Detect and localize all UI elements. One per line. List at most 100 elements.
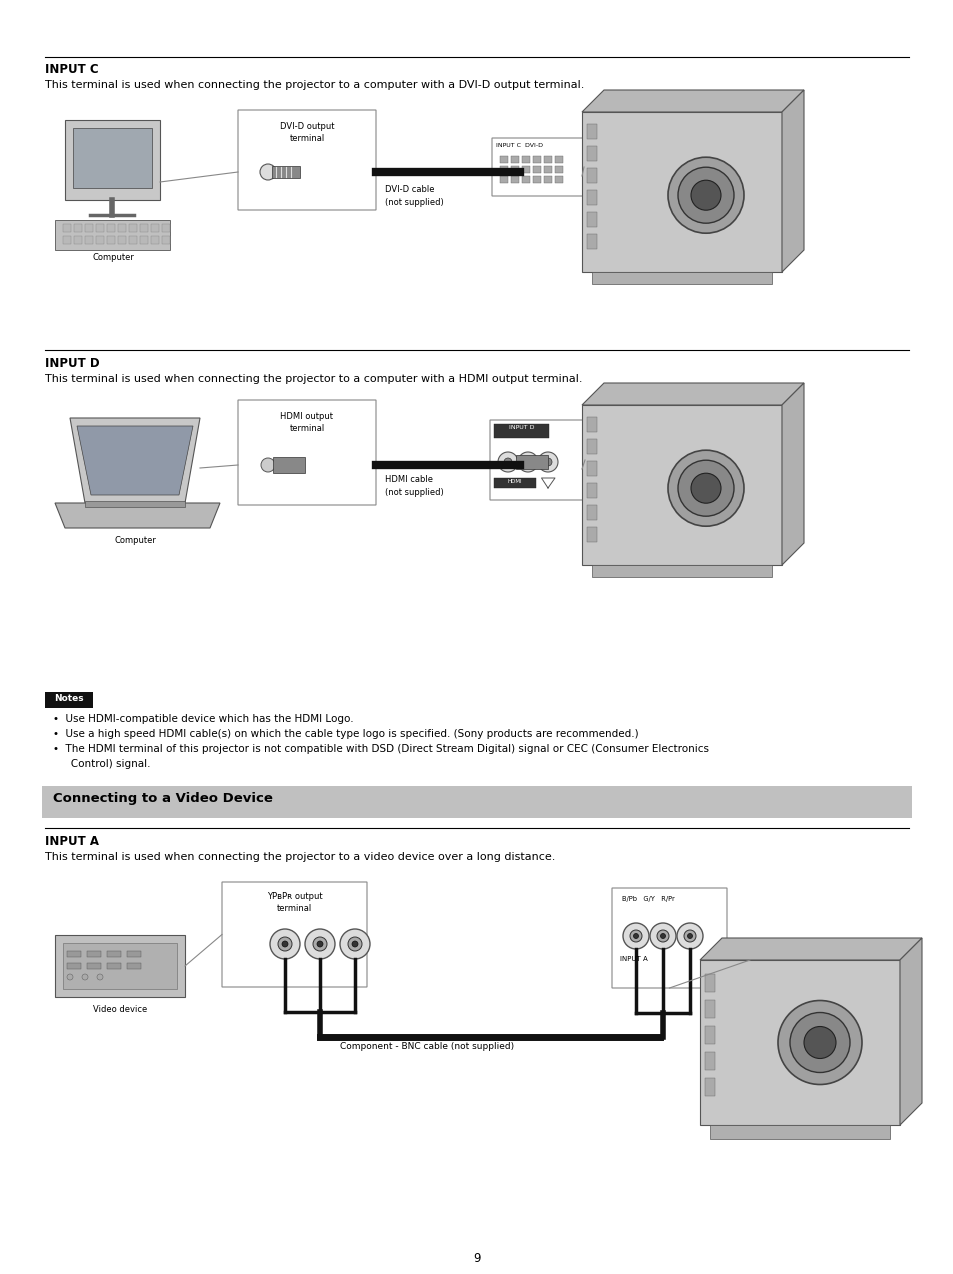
Bar bbox=[586, 124, 597, 139]
Bar bbox=[511, 166, 518, 173]
Text: (not supplied): (not supplied) bbox=[385, 488, 443, 497]
Circle shape bbox=[497, 452, 517, 471]
Bar bbox=[55, 220, 170, 250]
Circle shape bbox=[622, 922, 648, 949]
Bar bbox=[586, 440, 597, 454]
Bar bbox=[67, 963, 81, 970]
Bar bbox=[704, 975, 714, 992]
Bar bbox=[555, 176, 562, 183]
Text: HDMI: HDMI bbox=[507, 479, 521, 484]
Bar bbox=[151, 224, 159, 232]
Bar bbox=[162, 224, 170, 232]
Circle shape bbox=[316, 941, 323, 947]
Circle shape bbox=[543, 457, 552, 466]
FancyBboxPatch shape bbox=[612, 888, 726, 989]
Bar bbox=[67, 950, 81, 957]
Bar bbox=[129, 236, 137, 245]
Polygon shape bbox=[781, 383, 803, 564]
Polygon shape bbox=[581, 383, 803, 405]
Text: DVI-D cable: DVI-D cable bbox=[385, 185, 434, 194]
FancyBboxPatch shape bbox=[222, 882, 367, 987]
Bar bbox=[73, 127, 152, 189]
Text: HDMI output: HDMI output bbox=[280, 412, 334, 420]
Circle shape bbox=[683, 930, 696, 941]
Text: INPUT A: INPUT A bbox=[45, 834, 99, 848]
Bar bbox=[704, 1026, 714, 1043]
Polygon shape bbox=[700, 938, 921, 961]
Bar bbox=[586, 417, 597, 432]
Circle shape bbox=[282, 941, 288, 947]
Bar bbox=[494, 478, 536, 488]
Bar bbox=[96, 224, 104, 232]
Circle shape bbox=[517, 452, 537, 471]
Bar bbox=[85, 501, 185, 507]
Bar bbox=[55, 935, 185, 998]
Bar bbox=[127, 963, 141, 970]
Bar bbox=[521, 166, 530, 173]
Bar bbox=[127, 950, 141, 957]
Bar bbox=[499, 166, 507, 173]
Bar bbox=[499, 176, 507, 183]
Bar bbox=[543, 176, 552, 183]
Bar bbox=[273, 457, 305, 473]
Bar bbox=[499, 155, 507, 163]
Circle shape bbox=[687, 934, 692, 939]
Text: This terminal is used when connecting the projector to a video device over a lon: This terminal is used when connecting th… bbox=[45, 852, 555, 862]
Bar bbox=[586, 168, 597, 183]
Bar bbox=[586, 190, 597, 205]
Text: HDMI cable: HDMI cable bbox=[385, 475, 433, 484]
Bar bbox=[87, 950, 101, 957]
Bar bbox=[494, 424, 548, 438]
Bar bbox=[74, 236, 82, 245]
Bar bbox=[586, 147, 597, 161]
Bar bbox=[140, 224, 148, 232]
Bar bbox=[45, 692, 92, 708]
Circle shape bbox=[352, 941, 357, 947]
FancyBboxPatch shape bbox=[492, 138, 583, 196]
Bar bbox=[162, 236, 170, 245]
Bar bbox=[521, 155, 530, 163]
Circle shape bbox=[261, 457, 274, 471]
Bar bbox=[533, 166, 540, 173]
Text: 9: 9 bbox=[473, 1252, 480, 1265]
Text: INPUT D: INPUT D bbox=[509, 426, 535, 431]
Bar bbox=[511, 155, 518, 163]
Text: INPUT A: INPUT A bbox=[619, 956, 647, 962]
Bar bbox=[581, 405, 781, 564]
Text: Control) signal.: Control) signal. bbox=[61, 759, 151, 769]
Bar bbox=[151, 236, 159, 245]
Bar bbox=[74, 224, 82, 232]
Text: terminal: terminal bbox=[276, 905, 312, 913]
Bar bbox=[521, 176, 530, 183]
Circle shape bbox=[348, 936, 361, 950]
Circle shape bbox=[313, 936, 327, 950]
Bar bbox=[63, 236, 71, 245]
Circle shape bbox=[657, 930, 668, 941]
Bar bbox=[700, 961, 899, 1125]
Text: DVI-D output: DVI-D output bbox=[279, 122, 334, 131]
Bar bbox=[586, 234, 597, 248]
Bar bbox=[592, 273, 771, 284]
Circle shape bbox=[537, 452, 558, 471]
Circle shape bbox=[659, 934, 665, 939]
Circle shape bbox=[690, 180, 720, 210]
Circle shape bbox=[678, 167, 733, 223]
FancyBboxPatch shape bbox=[490, 420, 584, 499]
Circle shape bbox=[629, 930, 641, 941]
Text: Computer: Computer bbox=[92, 254, 133, 262]
Bar bbox=[555, 155, 562, 163]
Bar bbox=[85, 236, 92, 245]
Bar bbox=[96, 236, 104, 245]
Text: Video device: Video device bbox=[92, 1005, 147, 1014]
Text: YPʙPʀ output: YPʙPʀ output bbox=[267, 892, 322, 901]
Text: terminal: terminal bbox=[289, 424, 324, 433]
Bar bbox=[543, 166, 552, 173]
Bar bbox=[543, 155, 552, 163]
Circle shape bbox=[778, 1000, 862, 1084]
Bar bbox=[85, 224, 92, 232]
Circle shape bbox=[67, 975, 73, 980]
Text: Notes: Notes bbox=[54, 694, 84, 703]
Circle shape bbox=[305, 929, 335, 959]
Circle shape bbox=[789, 1013, 849, 1073]
Bar bbox=[63, 224, 71, 232]
